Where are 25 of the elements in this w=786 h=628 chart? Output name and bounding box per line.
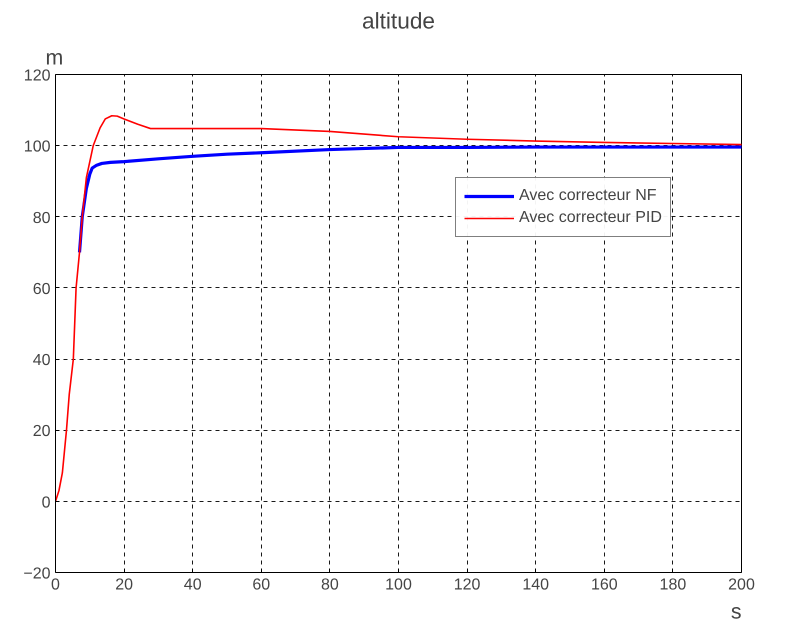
x-tick-label: 160 <box>590 576 618 594</box>
x-tick-label: 100 <box>385 576 412 594</box>
y-tick-label: 60 <box>32 280 51 298</box>
y-tick-label: 120 <box>24 68 51 84</box>
x-axis-title: s <box>730 600 742 624</box>
x-tick-label: 60 <box>252 576 270 594</box>
y-tick-label: 100 <box>24 138 51 156</box>
line-series <box>78 145 742 254</box>
y-tick-label: 20 <box>32 423 51 440</box>
y-tick-label: −20 <box>23 566 51 582</box>
y-tick-label: 80 <box>32 210 51 227</box>
x-tick-label: 20 <box>115 576 134 594</box>
x-tick-label: 120 <box>454 576 481 594</box>
y-axis-title: m <box>46 46 64 70</box>
legend-label: Avec correcteur PID <box>519 209 662 227</box>
y-tick-label: 0 <box>42 494 51 512</box>
x-tick-label: 80 <box>321 576 339 594</box>
x-tick-label: 140 <box>522 576 550 594</box>
line-series <box>56 114 742 502</box>
x-tick-label: 180 <box>660 576 686 594</box>
x-tick-label: 40 <box>184 576 202 594</box>
x-tick-label: 200 <box>728 576 755 594</box>
y-tick-label: 40 <box>32 352 51 370</box>
chart-title: altitude <box>362 8 436 34</box>
legend-label: Avec correcteur NF <box>519 187 657 205</box>
